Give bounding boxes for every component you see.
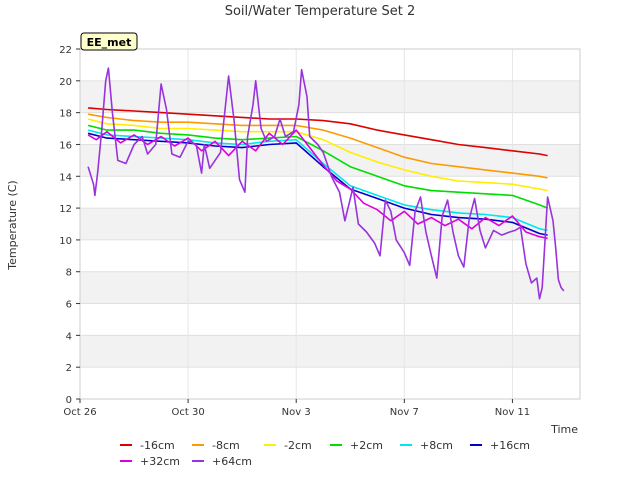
plot-frame [79,48,581,400]
legend-label: -8cm [212,439,240,452]
y-tick-label: 8 [66,268,72,279]
chart-title: Soil/Water Temperature Set 2 [225,4,416,19]
legend-label: +32cm [140,455,180,468]
grid-bands [80,80,580,368]
y-axis: 0 2 4 6 8 10 12 14 16 18 20 22 [59,45,80,406]
legend-label: +8cm [420,439,453,452]
y-tick-label: 16 [59,140,72,151]
grid-band [80,80,580,113]
series-line-32cm [87,129,548,240]
grid-band [80,208,580,240]
series-line-2cm [87,124,548,209]
series-line-16cm [88,107,548,157]
y-tick-label: 6 [66,300,72,311]
x-axis-label: Time [550,423,578,436]
grid-lines [79,48,580,400]
y-tick-label: 10 [59,236,72,247]
x-tick-label: Nov 3 [282,407,311,418]
y-tick-label: 4 [66,331,72,342]
series-line-16cm [87,132,548,236]
grid-band [80,335,580,368]
y-tick-label: 2 [66,363,72,374]
ee-met-badge: EE_met [80,32,138,51]
y-tick-label: 22 [59,45,72,56]
y-tick-label: 18 [59,109,72,120]
series-line-2cm [87,118,548,192]
series-line-64cm [87,67,565,300]
y-tick-label: 12 [59,204,72,215]
series-lines [87,67,565,300]
legend-label: +64cm [212,455,252,468]
badge-label: EE_met [87,36,132,49]
x-tick-label: Oct 30 [172,407,205,418]
legend-label: -2cm [284,439,312,452]
y-axis-label: Temperature (C) [6,180,19,270]
y-tick-label: 14 [59,172,72,183]
legend-label: -16cm [140,439,175,452]
x-tick-label: Oct 26 [63,407,96,418]
x-tick-label: Nov 7 [390,407,419,418]
x-axis: Oct 26 Oct 30 Nov 3 Nov 7 Nov 11 [63,399,530,418]
y-tick-label: 0 [66,395,72,406]
legend-label: +2cm [350,439,383,452]
series-line-8cm [87,129,548,232]
series-line-8cm [87,113,548,179]
y-tick-label: 20 [59,77,72,88]
x-tick-label: Nov 11 [495,407,530,418]
grid-band [80,271,580,304]
legend: -16cm -8cm -2cm +2cm +8cm +16cm +32cm +64cm [120,439,530,468]
legend-label: +16cm [490,439,530,452]
